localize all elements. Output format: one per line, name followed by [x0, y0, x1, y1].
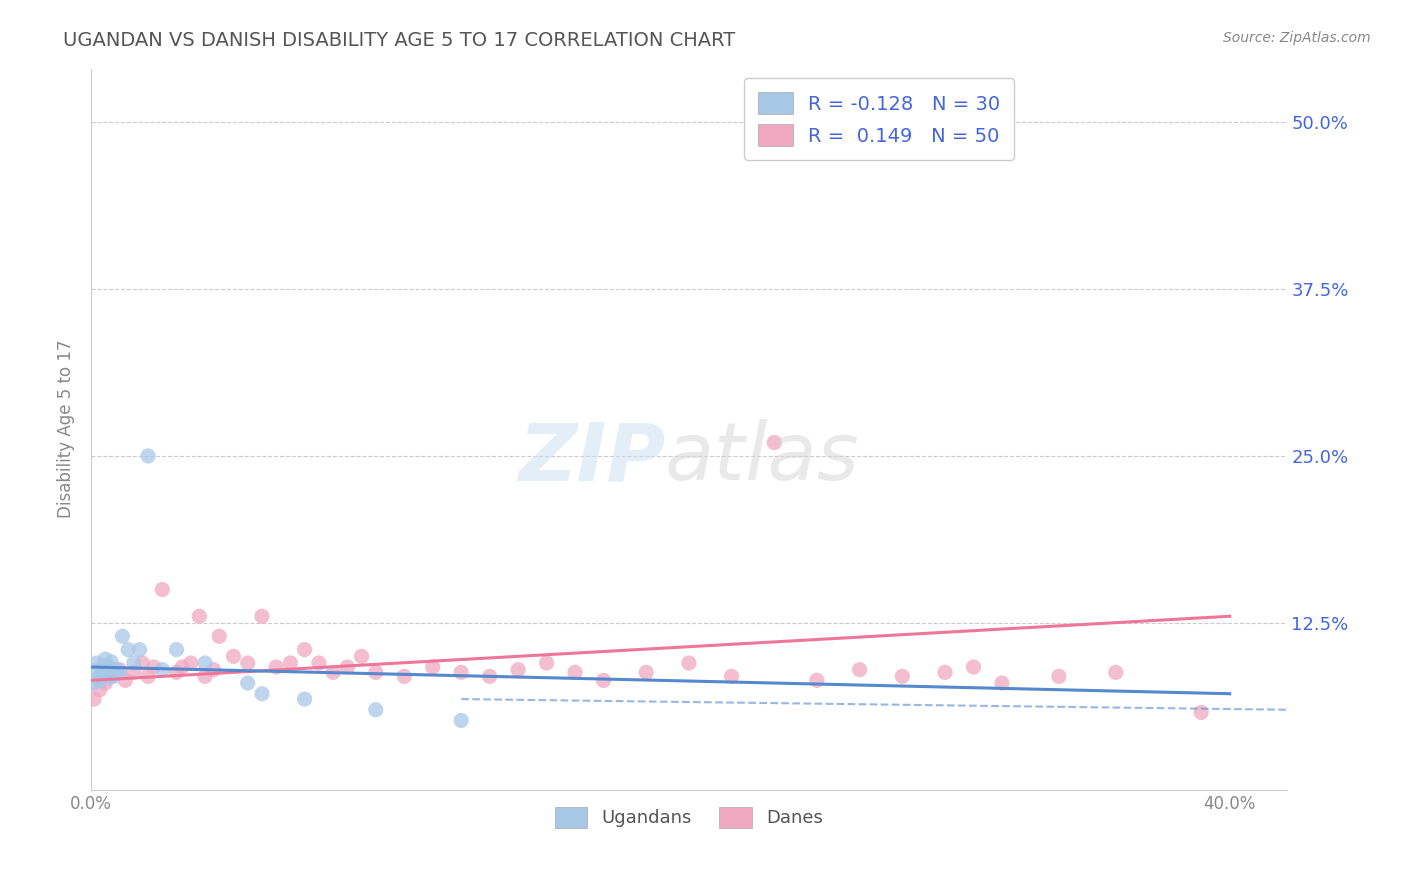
- Point: [991, 676, 1014, 690]
- Legend: Ugandans, Danes: Ugandans, Danes: [547, 800, 830, 835]
- Point: [89, 669, 111, 683]
- Point: [506, 663, 529, 677]
- Point: [208, 629, 231, 643]
- Point: [150, 663, 173, 677]
- Point: [128, 642, 150, 657]
- Point: [280, 656, 302, 670]
- Point: [336, 660, 359, 674]
- Point: [450, 665, 472, 680]
- Point: [236, 676, 259, 690]
- Point: [678, 656, 700, 670]
- Point: [202, 663, 225, 677]
- Point: [89, 673, 111, 688]
- Point: [166, 642, 188, 657]
- Point: [294, 692, 316, 706]
- Point: [86, 656, 108, 670]
- Point: [122, 665, 145, 680]
- Point: [172, 660, 194, 674]
- Point: [720, 669, 742, 683]
- Point: [264, 660, 287, 674]
- Point: [350, 649, 373, 664]
- Point: [636, 665, 658, 680]
- Point: [592, 673, 614, 688]
- Point: [1189, 706, 1212, 720]
- Point: [91, 665, 114, 680]
- Point: [97, 671, 120, 685]
- Point: [91, 660, 114, 674]
- Point: [536, 656, 558, 670]
- Point: [108, 663, 131, 677]
- Point: [394, 669, 416, 683]
- Point: [94, 668, 117, 682]
- Point: [83, 676, 105, 690]
- Point: [763, 435, 786, 450]
- Point: [89, 682, 111, 697]
- Point: [308, 656, 330, 670]
- Point: [564, 665, 586, 680]
- Text: Source: ZipAtlas.com: Source: ZipAtlas.com: [1223, 31, 1371, 45]
- Point: [294, 642, 316, 657]
- Point: [94, 658, 117, 673]
- Point: [222, 649, 245, 664]
- Point: [105, 663, 128, 677]
- Point: [94, 652, 117, 666]
- Point: [478, 669, 501, 683]
- Point: [364, 703, 387, 717]
- Point: [131, 656, 153, 670]
- Point: [100, 669, 122, 683]
- Point: [891, 669, 914, 683]
- Point: [150, 582, 173, 597]
- Point: [250, 609, 273, 624]
- Point: [180, 656, 202, 670]
- Point: [136, 669, 159, 683]
- Text: atlas: atlas: [665, 419, 859, 497]
- Point: [194, 656, 217, 670]
- Point: [108, 665, 131, 680]
- Text: UGANDAN VS DANISH DISABILITY AGE 5 TO 17 CORRELATION CHART: UGANDAN VS DANISH DISABILITY AGE 5 TO 17…: [63, 31, 735, 50]
- Point: [1105, 665, 1128, 680]
- Y-axis label: Disability Age 5 to 17: Disability Age 5 to 17: [58, 340, 75, 518]
- Point: [94, 676, 117, 690]
- Text: ZIP: ZIP: [517, 419, 665, 497]
- Point: [100, 665, 122, 680]
- Point: [188, 609, 211, 624]
- Point: [97, 660, 120, 674]
- Point: [322, 665, 344, 680]
- Point: [86, 663, 108, 677]
- Point: [136, 449, 159, 463]
- Point: [848, 663, 870, 677]
- Point: [122, 656, 145, 670]
- Point: [83, 692, 105, 706]
- Point: [142, 660, 165, 674]
- Point: [114, 673, 136, 688]
- Point: [422, 660, 444, 674]
- Point: [250, 687, 273, 701]
- Point: [117, 642, 139, 657]
- Point: [934, 665, 956, 680]
- Point: [194, 669, 217, 683]
- Point: [450, 714, 472, 728]
- Point: [1047, 669, 1070, 683]
- Point: [962, 660, 984, 674]
- Point: [103, 669, 125, 683]
- Point: [111, 629, 134, 643]
- Point: [364, 665, 387, 680]
- Point: [166, 665, 188, 680]
- Point: [100, 655, 122, 669]
- Point: [236, 656, 259, 670]
- Point: [806, 673, 828, 688]
